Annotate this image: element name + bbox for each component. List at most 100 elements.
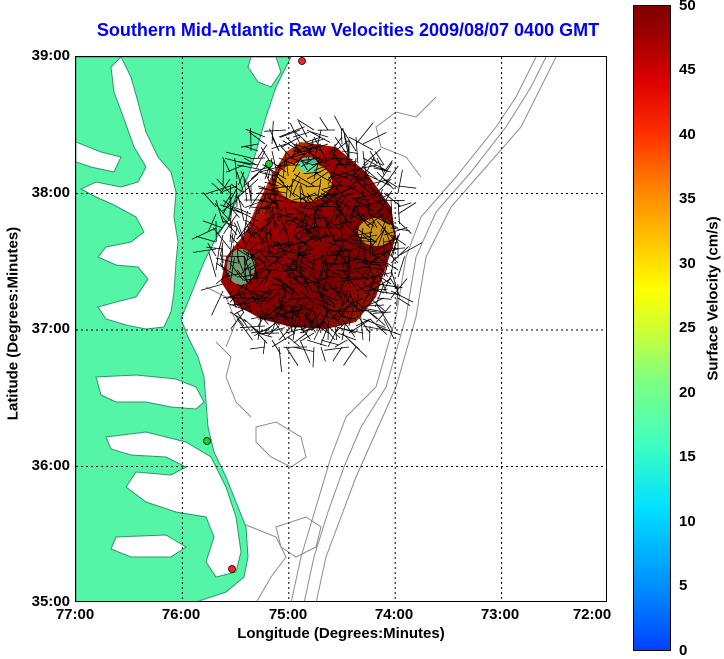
velocity-vector xyxy=(250,157,266,159)
velocity-vector xyxy=(244,145,259,152)
velocity-vector xyxy=(313,311,322,334)
hf-radar-station-icon[interactable] xyxy=(203,57,306,573)
velocity-vector xyxy=(334,290,351,298)
velocity-vector xyxy=(298,121,308,138)
velocity-vector xyxy=(200,283,224,291)
velocity-vector xyxy=(271,314,278,334)
velocity-vector xyxy=(211,290,224,316)
station-marker-green[interactable] xyxy=(265,160,273,168)
velocity-field[interactable] xyxy=(191,115,423,373)
velocity-vector xyxy=(341,318,356,338)
map-title: Southern Mid-Atlantic Raw Velocities 200… xyxy=(96,20,600,40)
velocity-vector xyxy=(274,276,294,292)
velocity-vector xyxy=(361,255,378,278)
velocity-vector xyxy=(308,262,315,280)
velocity-vector xyxy=(292,248,315,266)
velocity-vector xyxy=(293,173,315,187)
colorbar-tick-label: 30 xyxy=(679,255,696,272)
velocity-vector xyxy=(343,346,357,366)
velocity-vector xyxy=(362,262,389,267)
velocity-vector xyxy=(397,202,417,215)
map-plot-area[interactable] xyxy=(75,56,607,602)
velocity-vector xyxy=(335,199,350,220)
velocity-vector xyxy=(225,158,252,166)
velocity-vector xyxy=(397,256,405,278)
velocity-vector xyxy=(355,122,374,145)
velocity-vector xyxy=(320,304,337,320)
velocity-vector xyxy=(207,243,217,257)
velocity-vector xyxy=(373,311,392,314)
velocity-vector xyxy=(277,241,287,257)
velocity-vector xyxy=(335,198,343,215)
velocity-vector xyxy=(390,257,395,278)
velocity-vector xyxy=(369,241,377,260)
velocity-vector xyxy=(222,193,232,208)
velocity-vector xyxy=(308,143,329,151)
velocity-vector xyxy=(360,312,364,341)
velocity-vector xyxy=(397,169,403,194)
velocity-vector xyxy=(269,228,273,250)
velocity-vector xyxy=(256,227,273,236)
velocity-vector xyxy=(362,325,387,331)
velocity-vector xyxy=(229,197,232,215)
velocity-vector xyxy=(397,297,411,306)
velocity-vector xyxy=(285,308,309,313)
velocity-vector xyxy=(264,260,273,285)
velocity-vector xyxy=(314,219,322,243)
velocity-vector xyxy=(327,157,353,160)
velocity-vector xyxy=(369,269,385,285)
velocity-vector xyxy=(257,315,262,341)
map-canvas[interactable] xyxy=(76,57,607,602)
velocity-vector xyxy=(250,289,266,299)
velocity-vector xyxy=(340,128,343,145)
velocity-vector xyxy=(327,150,346,170)
velocity-vector xyxy=(321,189,343,201)
velocity-vector xyxy=(235,195,245,208)
velocity-vector xyxy=(264,292,279,306)
velocity-vector xyxy=(245,220,259,229)
velocity-vector xyxy=(330,248,357,253)
velocity-vector xyxy=(320,291,329,320)
velocity-vector xyxy=(208,213,217,232)
bathymetry-contours xyxy=(205,57,557,601)
velocity-vector xyxy=(239,325,266,329)
station-marker-green[interactable] xyxy=(203,437,211,445)
velocity-vector xyxy=(299,225,318,236)
velocity-vector xyxy=(272,308,287,320)
velocity-vector xyxy=(327,268,343,278)
velocity-vector xyxy=(348,205,357,229)
velocity-vector xyxy=(337,304,357,312)
velocity-vector xyxy=(282,140,301,152)
velocity-vector xyxy=(292,276,307,289)
velocity-vector xyxy=(383,275,392,292)
velocity-vector xyxy=(332,178,343,196)
velocity-vector xyxy=(211,182,224,194)
velocity-vector xyxy=(299,192,316,201)
velocity-vector xyxy=(278,126,305,138)
velocity-vector xyxy=(341,290,353,305)
velocity-vector xyxy=(369,311,386,326)
velocity-vector xyxy=(236,311,251,332)
velocity-vector xyxy=(334,136,350,158)
velocity-vector xyxy=(397,242,423,257)
velocity-vector xyxy=(390,290,414,303)
velocity-vector xyxy=(381,218,399,229)
velocity-vector xyxy=(330,314,357,320)
velocity-vector xyxy=(327,194,350,208)
velocity-vector xyxy=(299,230,319,250)
velocity-vector xyxy=(320,346,326,362)
velocity-vector xyxy=(361,190,371,208)
colorbar-tick-label: 20 xyxy=(679,384,696,401)
station-marker-red[interactable] xyxy=(298,57,306,65)
velocity-vector xyxy=(373,167,392,173)
x-tick-label: 76:00 xyxy=(161,606,201,623)
station-marker-red[interactable] xyxy=(228,565,236,573)
velocity-vector xyxy=(306,318,317,333)
velocity-vector xyxy=(244,256,252,278)
velocity-vector xyxy=(299,216,328,222)
velocity-vector xyxy=(348,307,354,327)
velocity-vector xyxy=(369,232,372,257)
y-tick-label: 36:00 xyxy=(31,457,70,474)
velocity-vector xyxy=(270,241,287,249)
velocity-vector xyxy=(271,165,282,187)
